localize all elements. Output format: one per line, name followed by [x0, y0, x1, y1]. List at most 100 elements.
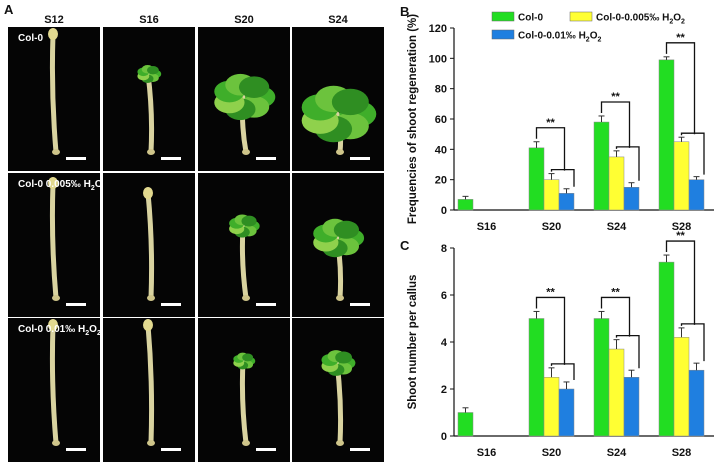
y-tick-label: 80 [435, 84, 447, 96]
panel-letter: B [400, 4, 409, 19]
bar [457, 199, 474, 211]
seedling-photo: Col-0 0.01‰ H2O2 [8, 318, 100, 462]
bar [558, 193, 575, 211]
seedling-photo [292, 27, 384, 171]
significance-bracket [680, 132, 705, 175]
y-tick-label: 120 [429, 23, 447, 35]
significance-bracket [665, 240, 696, 325]
x-tick-label: S28 [672, 221, 692, 233]
significance-bracket [535, 296, 566, 365]
column-label-s16: S16 [139, 14, 159, 26]
y-tick-label: 6 [441, 290, 447, 302]
scale-bar [256, 157, 276, 160]
column-label-s12: S12 [44, 14, 64, 26]
significance-bracket [550, 168, 575, 187]
significance-bracket [550, 363, 575, 380]
seedling-leaf [241, 215, 257, 227]
legend-label: Col-0 [518, 13, 543, 24]
x-tick-label: S24 [607, 221, 627, 233]
seedling-stem [49, 31, 59, 155]
y-tick-label: 100 [429, 53, 447, 65]
scale-bar [350, 303, 370, 306]
column-label-s24: S24 [328, 14, 348, 26]
seedling-stem [145, 322, 155, 446]
bar [608, 156, 625, 211]
x-tick-label: S16 [477, 221, 497, 233]
seedling-stem [49, 322, 59, 446]
row-label: Col-0 0.005‰ H2O2 [18, 179, 100, 192]
significance-label: ** [676, 230, 685, 242]
y-tick-label: 8 [441, 243, 447, 255]
significance-label: ** [611, 91, 620, 103]
seedling-photo: Col-0 [8, 27, 100, 171]
bar [658, 59, 675, 211]
significance-bracket [535, 127, 566, 171]
scale-bar [161, 303, 181, 306]
seedling-leaf [333, 220, 360, 239]
legend-swatch [491, 29, 515, 40]
panel-a-letter: A [4, 2, 14, 17]
bar [593, 318, 610, 437]
legend-swatch [491, 11, 515, 22]
bar [543, 377, 560, 437]
column-label-s20: S20 [234, 14, 254, 26]
bar [673, 337, 690, 437]
seedling-stem [145, 190, 155, 301]
seedling-leaf [242, 353, 254, 362]
bar [558, 388, 575, 437]
row-label: Col-0 [18, 33, 43, 44]
significance-bracket [600, 101, 631, 148]
significance-bracket [665, 42, 696, 135]
significance-label: ** [611, 286, 620, 298]
y-tick-label: 2 [441, 384, 447, 396]
significance-label: ** [546, 286, 555, 298]
legend-swatch [569, 11, 593, 22]
y-tick-label: 4 [441, 337, 448, 349]
significance-bracket [615, 146, 640, 181]
seedling-photo: Col-0 0.005‰ H2O2 [8, 173, 100, 317]
seedling-photo [103, 27, 195, 171]
significance-bracket [615, 335, 640, 369]
x-tick-label: S24 [607, 447, 627, 459]
bar [688, 369, 705, 437]
scale-bar [256, 303, 276, 306]
y-axis-label: Frequencies of shoot regeneration (%) [407, 14, 419, 224]
seedling-leaf [335, 351, 353, 364]
bar [457, 412, 474, 437]
scale-bar [66, 448, 86, 451]
seedling-photo [103, 318, 195, 462]
y-axis-label: Shoot number per callus [407, 275, 419, 410]
bar [528, 147, 545, 211]
x-tick-label: S28 [672, 447, 692, 459]
bar [593, 121, 610, 211]
seedling-stem [49, 180, 59, 301]
significance-bracket [680, 323, 705, 362]
y-tick-label: 60 [435, 114, 447, 126]
y-tick-label: 0 [441, 205, 447, 217]
bar [658, 261, 675, 437]
seedling-photo [103, 173, 195, 317]
x-tick-label: S20 [542, 221, 562, 233]
scale-bar [161, 157, 181, 160]
scale-bar [66, 303, 86, 306]
row-label: Col-0 0.01‰ H2O2 [18, 324, 100, 337]
y-tick-label: 0 [441, 431, 447, 443]
bar [623, 187, 640, 211]
bar [543, 179, 560, 211]
legend-label: Col-0-0.005‰ H2O2 [596, 13, 685, 26]
scale-bar [161, 448, 181, 451]
seedling-photo [198, 173, 290, 317]
bar [608, 348, 625, 437]
x-tick-label: S16 [477, 447, 497, 459]
bar [673, 141, 690, 211]
significance-label: ** [676, 32, 685, 44]
legend-label: Col-0-0.01‰ H2O2 [518, 31, 601, 44]
significance-bracket [600, 296, 631, 337]
seedling-photo [198, 27, 290, 171]
scale-bar [350, 157, 370, 160]
y-tick-label: 20 [435, 175, 447, 187]
bar [623, 377, 640, 437]
scale-bar [350, 448, 370, 451]
seedling-photo [292, 173, 384, 317]
